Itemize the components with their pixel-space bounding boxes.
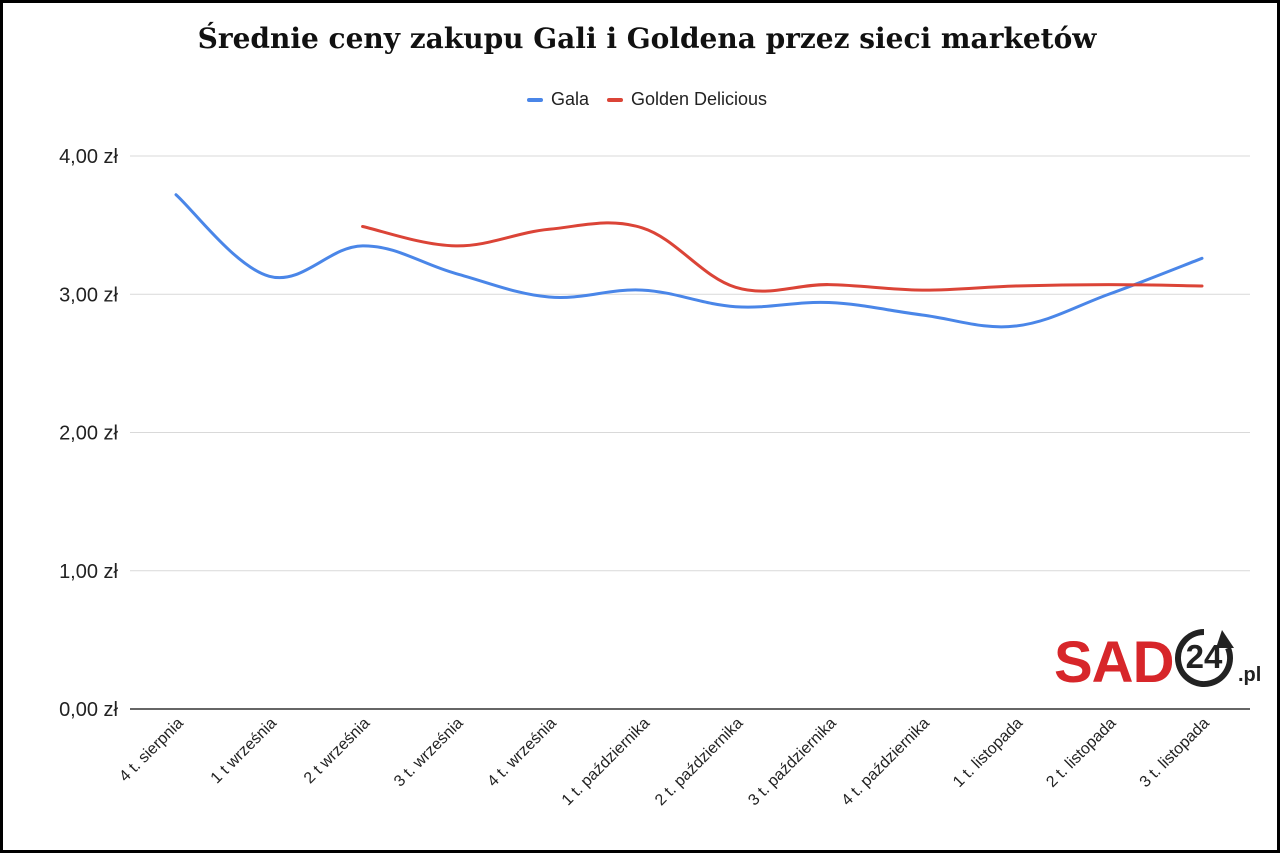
logo-arrow-circle-icon — [1175, 629, 1234, 687]
legend: Gala Golden Delicious — [0, 89, 1280, 110]
x-tick-label: 1 t września — [208, 715, 280, 787]
x-tick-label: 2 t. listopada — [1043, 715, 1119, 791]
logo-domain-suffix: .pl — [1238, 664, 1262, 686]
logo-brand-text: SAD — [1054, 630, 1174, 695]
legend-item-gala: Gala — [526, 89, 589, 110]
y-tick-label: 4,00 zł — [59, 146, 118, 168]
logo-number: 24 — [1185, 638, 1223, 675]
x-tick-label: 3 t. listopada — [1137, 715, 1213, 791]
y-tick-label: 3,00 zł — [59, 284, 118, 306]
legend-swatch-gala — [526, 97, 543, 102]
series-line-golden-delicious — [361, 221, 1204, 293]
x-tick-label: 4 t. sierpnia — [116, 715, 187, 786]
y-tick-label: 1,00 zł — [59, 561, 118, 583]
legend-swatch-golden — [606, 97, 623, 102]
sad24-logo: SAD 24 .pl — [1052, 624, 1272, 704]
series-line-gala — [174, 193, 1204, 329]
x-tick-label: 2 t września — [301, 715, 373, 787]
x-tick-label: 3 t. września — [391, 715, 467, 791]
legend-item-golden: Golden Delicious — [606, 89, 768, 110]
x-tick-label: 4 t. września — [484, 715, 560, 791]
x-tick-label: 1 t. października — [559, 715, 653, 809]
x-tick-label: 2 t. października — [652, 715, 746, 809]
x-tick-label: 1 t. listopada — [950, 715, 1026, 791]
y-tick-label: 2,00 zł — [59, 423, 118, 445]
x-tick-label: 4 t. października — [839, 715, 933, 809]
x-tick-label: 3 t. października — [745, 715, 839, 809]
chart-title: Średnie ceny zakupu Gali i Goldena przez… — [197, 22, 1097, 55]
legend-label-golden: Golden Delicious — [630, 89, 768, 109]
legend-label-gala: Gala — [550, 89, 589, 109]
y-tick-label: 0,00 zł — [59, 699, 118, 721]
